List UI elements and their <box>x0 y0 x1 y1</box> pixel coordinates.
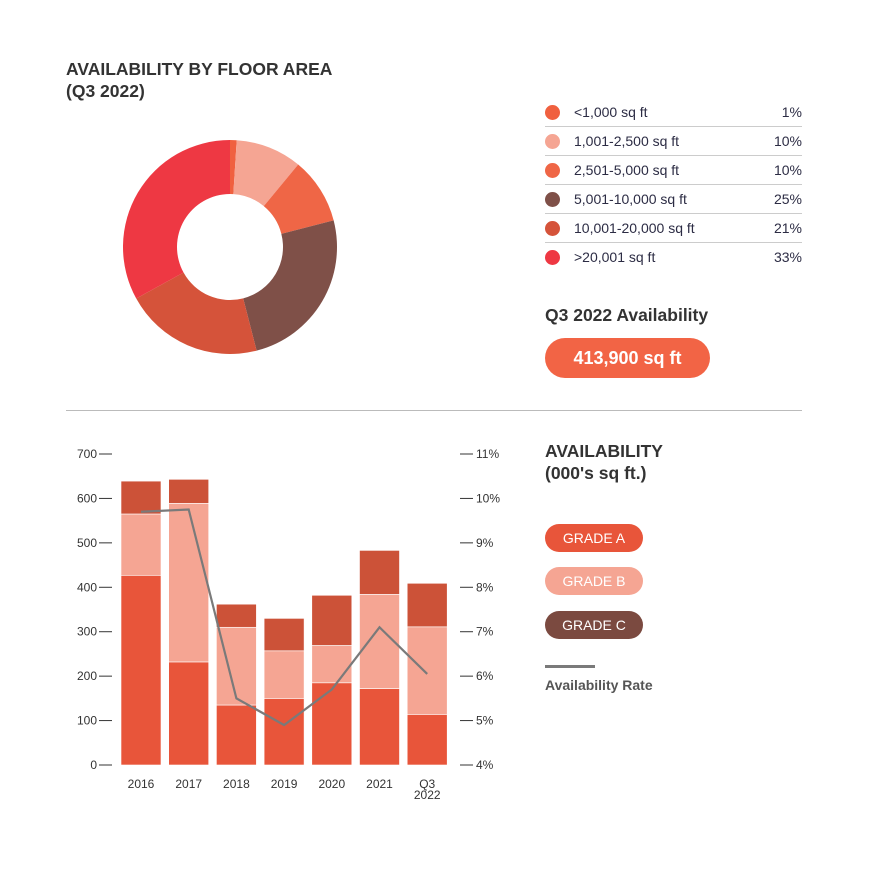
legend-label: <1,000 sq ft <box>574 104 648 120</box>
bar-segment-grade-b <box>263 650 305 699</box>
legend-dot <box>545 162 560 178</box>
legend-label: >20,001 sq ft <box>574 249 656 265</box>
bar-title-line2: (000's sq ft.) <box>545 463 647 483</box>
legend-pct: 10% <box>773 133 802 149</box>
legend-row: 1,001-2,500 sq ft 10% <box>545 127 802 156</box>
legend-dot <box>545 249 560 265</box>
donut-slice <box>243 220 337 351</box>
bar-segment-grade-a <box>359 688 400 766</box>
legend-pct: 10% <box>773 162 802 178</box>
bar-segment-grade-b <box>406 626 448 715</box>
bar-segment-grade-c <box>168 479 209 504</box>
donut-title-line1: AVAILABILITY BY FLOOR AREA <box>66 59 333 79</box>
bar-segment-grade-b <box>168 503 209 663</box>
y-tick-label: 200 <box>77 669 97 683</box>
donut-slice <box>233 140 299 207</box>
bar-segment-grade-c <box>263 618 305 652</box>
y-tick-label: 300 <box>77 625 97 639</box>
section-divider <box>66 410 802 411</box>
bar-segment-grade-c <box>216 603 257 628</box>
y-tick-label: 0 <box>90 758 97 772</box>
bar-segment-grade-a <box>216 704 257 766</box>
y2-tick-label: 7% <box>476 625 494 639</box>
y2-tick-label: 11% <box>476 447 499 461</box>
y-tick-label: 100 <box>77 714 97 728</box>
legend-rate-label: Availability Rate <box>545 677 653 693</box>
bar-segment-grade-c <box>120 480 162 515</box>
bar-title-line1: AVAILABILITY <box>545 441 663 461</box>
y-tick-label: 700 <box>77 447 97 461</box>
availability-rate-line <box>140 508 428 727</box>
x-tick-label: 2022 <box>414 788 441 802</box>
availability-title: Q3 2022 Availability <box>545 305 709 325</box>
donut-slice <box>123 140 230 299</box>
legend-pct: 1% <box>781 104 802 120</box>
bar-segment-grade-a <box>263 698 305 766</box>
y-tick-label: 600 <box>77 491 97 505</box>
legend-row: 10,001-20,000 sq ft 21% <box>545 214 802 243</box>
y2-tick-label: 4% <box>476 758 494 772</box>
legend-dot <box>545 104 560 120</box>
legend-grade-a: GRADE A <box>545 524 643 552</box>
availability-value-badge: 413,900 sq ft <box>545 338 710 378</box>
availability-bar-chart: 0 100 200 300 400 500 600 700 4% 5% 6% 7% 8% 9% 10% 11%… <box>77 447 500 802</box>
bar-segment-grade-a <box>311 682 353 766</box>
donut-slice <box>230 140 237 195</box>
legend-label: 10,001-20,000 sq ft <box>574 220 695 236</box>
bar-segment-grade-b <box>120 513 162 576</box>
bar-segment-grade-a <box>120 574 162 766</box>
legend-row: 5,001-10,000 sq ft 25% <box>545 185 802 214</box>
legend-row: 2,501-5,000 sq ft 10% <box>545 156 802 185</box>
x-tick-label: 2017 <box>175 777 202 791</box>
x-tick-label: 2016 <box>128 777 155 791</box>
x-tick-label: 2019 <box>271 777 298 791</box>
x-tick-label: 2021 <box>366 777 393 791</box>
y-tick-label: 500 <box>77 536 97 550</box>
legend-label: 1,001-2,500 sq ft <box>574 133 680 149</box>
donut-title-line2: (Q3 2022) <box>66 81 145 101</box>
legend-label: 2,501-5,000 sq ft <box>574 162 680 178</box>
x-tick-label: 2020 <box>318 777 345 791</box>
legend-pct: 21% <box>773 220 802 236</box>
legend-row: <1,000 sq ft 1% <box>545 98 802 127</box>
bar-segment-grade-a <box>168 661 209 766</box>
bar-segment-grade-c <box>359 550 400 595</box>
legend-label: 5,001-10,000 sq ft <box>574 191 687 207</box>
legend-row: >20,001 sq ft 33% <box>545 243 802 271</box>
y-tick-label: 400 <box>77 580 97 594</box>
legend-dot <box>545 133 560 149</box>
x-tick-label: Q3 <box>419 777 435 791</box>
bar-segment-grade-c <box>311 594 353 646</box>
donut-slice <box>136 272 257 354</box>
legend-grade-c: GRADE C <box>545 611 643 639</box>
y2-tick-label: 6% <box>476 669 494 683</box>
legend-dot <box>545 220 560 236</box>
legend-pct: 25% <box>773 191 802 207</box>
y2-tick-label: 5% <box>476 714 494 728</box>
bar-chart-title: AVAILABILITY (000's sq ft.) <box>545 440 663 484</box>
legend-dot <box>545 191 560 207</box>
donut-legend: <1,000 sq ft 1% 1,001-2,500 sq ft 10% 2,501-… <box>545 98 802 271</box>
bar-segment-grade-a <box>406 714 448 766</box>
bar-segment-grade-c <box>406 582 448 628</box>
donut-title: AVAILABILITY BY FLOOR AREA (Q3 2022) <box>66 58 332 102</box>
y2-tick-label: 9% <box>476 536 494 550</box>
donut-chart <box>123 140 337 354</box>
x-tick-label: 2018 <box>223 777 250 791</box>
y2-tick-label: 10% <box>476 491 500 505</box>
legend-rate-line <box>545 665 595 668</box>
donut-slice <box>263 164 334 234</box>
y2-tick-label: 8% <box>476 580 494 594</box>
legend-grade-b: GRADE B <box>545 567 643 595</box>
bar-segment-grade-b <box>311 645 353 684</box>
legend-pct: 33% <box>773 249 802 265</box>
